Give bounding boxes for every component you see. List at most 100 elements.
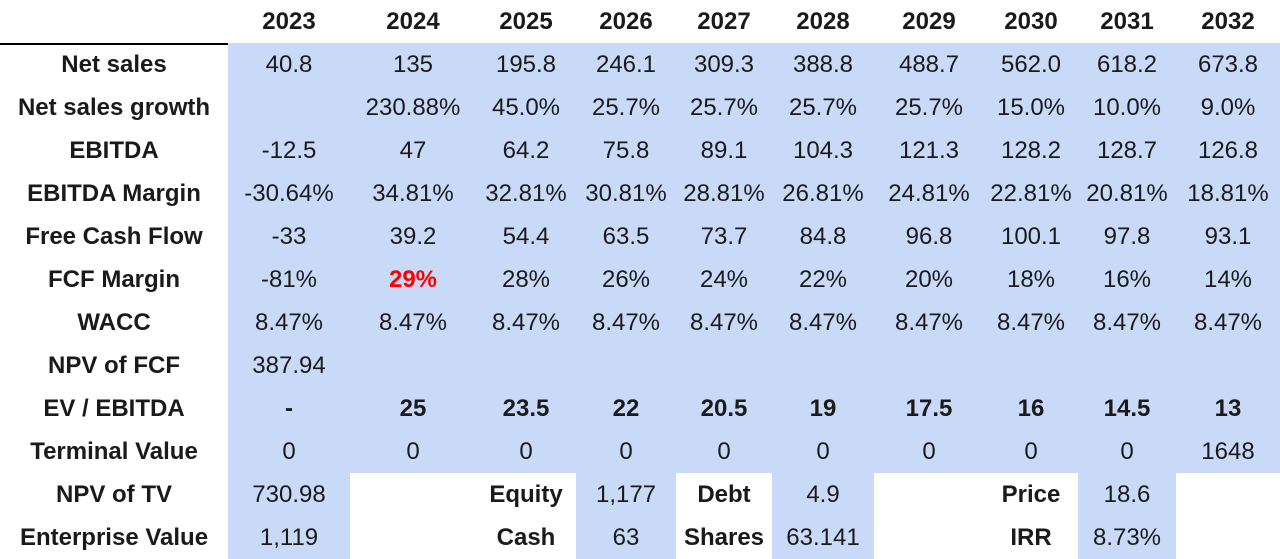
table-cell[interactable]: 15.0% (984, 86, 1078, 129)
table-cell[interactable]: 0 (476, 430, 576, 473)
table-cell[interactable]: 562.0 (984, 43, 1078, 86)
row-label[interactable]: FCF Margin (48, 266, 180, 293)
table-cell[interactable]: -81% (228, 258, 350, 301)
table-cell[interactable] (874, 344, 984, 387)
table-cell[interactable]: 40.8 (228, 43, 350, 86)
table-cell[interactable]: 8.47% (576, 301, 676, 344)
table-cell[interactable]: 121.3 (874, 129, 984, 172)
row-label[interactable]: EV / EBITDA (43, 395, 185, 422)
table-cell[interactable]: 104.3 (772, 129, 874, 172)
table-cell[interactable]: 14% (1176, 258, 1280, 301)
table-cell[interactable]: 93.1 (1176, 215, 1280, 258)
table-cell[interactable]: 75.8 (576, 129, 676, 172)
table-cell[interactable]: 24% (676, 258, 772, 301)
table-cell[interactable]: 39.2 (350, 215, 476, 258)
table-cell[interactable]: 19 (772, 387, 874, 430)
table-cell[interactable]: 230.88% (350, 86, 476, 129)
table-cell[interactable]: 23.5 (476, 387, 576, 430)
row-label[interactable]: Terminal Value (30, 438, 198, 465)
year-header[interactable]: 2027 (697, 8, 751, 35)
table-cell[interactable]: 13 (1176, 387, 1280, 430)
table-cell[interactable]: 135 (350, 43, 476, 86)
table-cell[interactable]: 84.8 (772, 215, 874, 258)
year-header[interactable]: 2023 (262, 8, 316, 35)
row-label[interactable]: EBITDA Margin (27, 180, 201, 207)
irr-value[interactable]: 8.73% (1078, 516, 1176, 559)
table-cell[interactable]: -30.64% (228, 172, 350, 215)
row-label[interactable]: Net sales (61, 51, 167, 78)
table-cell[interactable]: 18% (984, 258, 1078, 301)
year-header[interactable]: 2031 (1100, 8, 1154, 35)
debt-label[interactable]: Debt (697, 481, 751, 508)
table-cell[interactable]: 73.7 (676, 215, 772, 258)
row-label[interactable]: EBITDA (69, 137, 159, 164)
table-cell[interactable]: 9.0% (1176, 86, 1280, 129)
table-cell[interactable]: 0 (676, 430, 772, 473)
table-cell[interactable]: 10.0% (1078, 86, 1176, 129)
table-cell[interactable]: 25 (350, 387, 476, 430)
table-cell[interactable]: 63.5 (576, 215, 676, 258)
table-cell[interactable]: 1648 (1176, 430, 1280, 473)
table-cell[interactable]: 0 (228, 430, 350, 473)
table-cell[interactable]: 8.47% (1078, 301, 1176, 344)
price-value[interactable]: 18.6 (1078, 473, 1176, 516)
irr-label[interactable]: IRR (1010, 524, 1052, 551)
year-header[interactable]: 2025 (499, 8, 553, 35)
table-cell[interactable]: 25.7% (772, 86, 874, 129)
cash-value[interactable]: 63 (576, 516, 676, 559)
year-header[interactable]: 2028 (796, 8, 850, 35)
row-label[interactable]: NPV of FCF (48, 352, 180, 379)
table-cell[interactable]: 18.81% (1176, 172, 1280, 215)
table-cell[interactable]: 25.7% (676, 86, 772, 129)
table-cell[interactable] (772, 344, 874, 387)
table-cell[interactable]: 22% (772, 258, 874, 301)
table-cell[interactable]: 29% (350, 258, 476, 301)
cash-label[interactable]: Cash (496, 524, 556, 551)
table-cell[interactable]: 17.5 (874, 387, 984, 430)
enterprise-value-label[interactable]: Enterprise Value (19, 524, 209, 551)
npv-tv-value[interactable]: 730.98 (228, 473, 350, 516)
npv-tv-label[interactable]: NPV of TV (55, 481, 172, 508)
table-cell[interactable]: 22 (576, 387, 676, 430)
table-cell[interactable]: 89.1 (676, 129, 772, 172)
table-cell[interactable] (576, 344, 676, 387)
table-cell[interactable] (1176, 344, 1280, 387)
table-cell[interactable] (1078, 344, 1176, 387)
table-cell[interactable]: 8.47% (676, 301, 772, 344)
table-cell[interactable]: 0 (984, 430, 1078, 473)
table-cell[interactable]: 673.8 (1176, 43, 1280, 86)
table-cell[interactable]: 388.8 (772, 43, 874, 86)
year-header[interactable]: 2030 (1004, 8, 1058, 35)
table-cell[interactable]: 64.2 (476, 129, 576, 172)
table-cell[interactable]: 128.7 (1078, 129, 1176, 172)
enterprise-value-value[interactable]: 1,119 (228, 516, 350, 559)
table-cell[interactable] (228, 86, 350, 129)
price-label[interactable]: Price (1001, 481, 1061, 508)
shares-value[interactable]: 63.141 (772, 516, 874, 559)
table-cell[interactable]: 8.47% (228, 301, 350, 344)
table-cell[interactable]: 20% (874, 258, 984, 301)
table-cell[interactable]: 8.47% (350, 301, 476, 344)
table-cell[interactable] (676, 344, 772, 387)
table-cell[interactable]: 0 (772, 430, 874, 473)
table-cell[interactable]: 8.47% (874, 301, 984, 344)
table-cell[interactable]: 45.0% (476, 86, 576, 129)
year-header[interactable]: 2029 (902, 8, 956, 35)
table-cell[interactable]: 25.7% (874, 86, 984, 129)
table-cell[interactable]: 309.3 (676, 43, 772, 86)
table-cell[interactable] (476, 344, 576, 387)
table-cell[interactable]: 387.94 (228, 344, 350, 387)
table-cell[interactable]: 126.8 (1176, 129, 1280, 172)
table-cell[interactable]: 488.7 (874, 43, 984, 86)
table-cell[interactable]: 34.81% (350, 172, 476, 215)
year-header[interactable]: 2024 (386, 8, 440, 35)
table-cell[interactable]: 97.8 (1078, 215, 1176, 258)
row-label[interactable]: WACC (77, 309, 151, 336)
table-cell[interactable]: 28% (476, 258, 576, 301)
table-cell[interactable]: -12.5 (228, 129, 350, 172)
table-cell[interactable] (350, 344, 476, 387)
row-label[interactable]: Free Cash Flow (25, 223, 203, 250)
table-cell[interactable]: - (228, 387, 350, 430)
table-cell[interactable]: 246.1 (576, 43, 676, 86)
table-cell[interactable]: 96.8 (874, 215, 984, 258)
